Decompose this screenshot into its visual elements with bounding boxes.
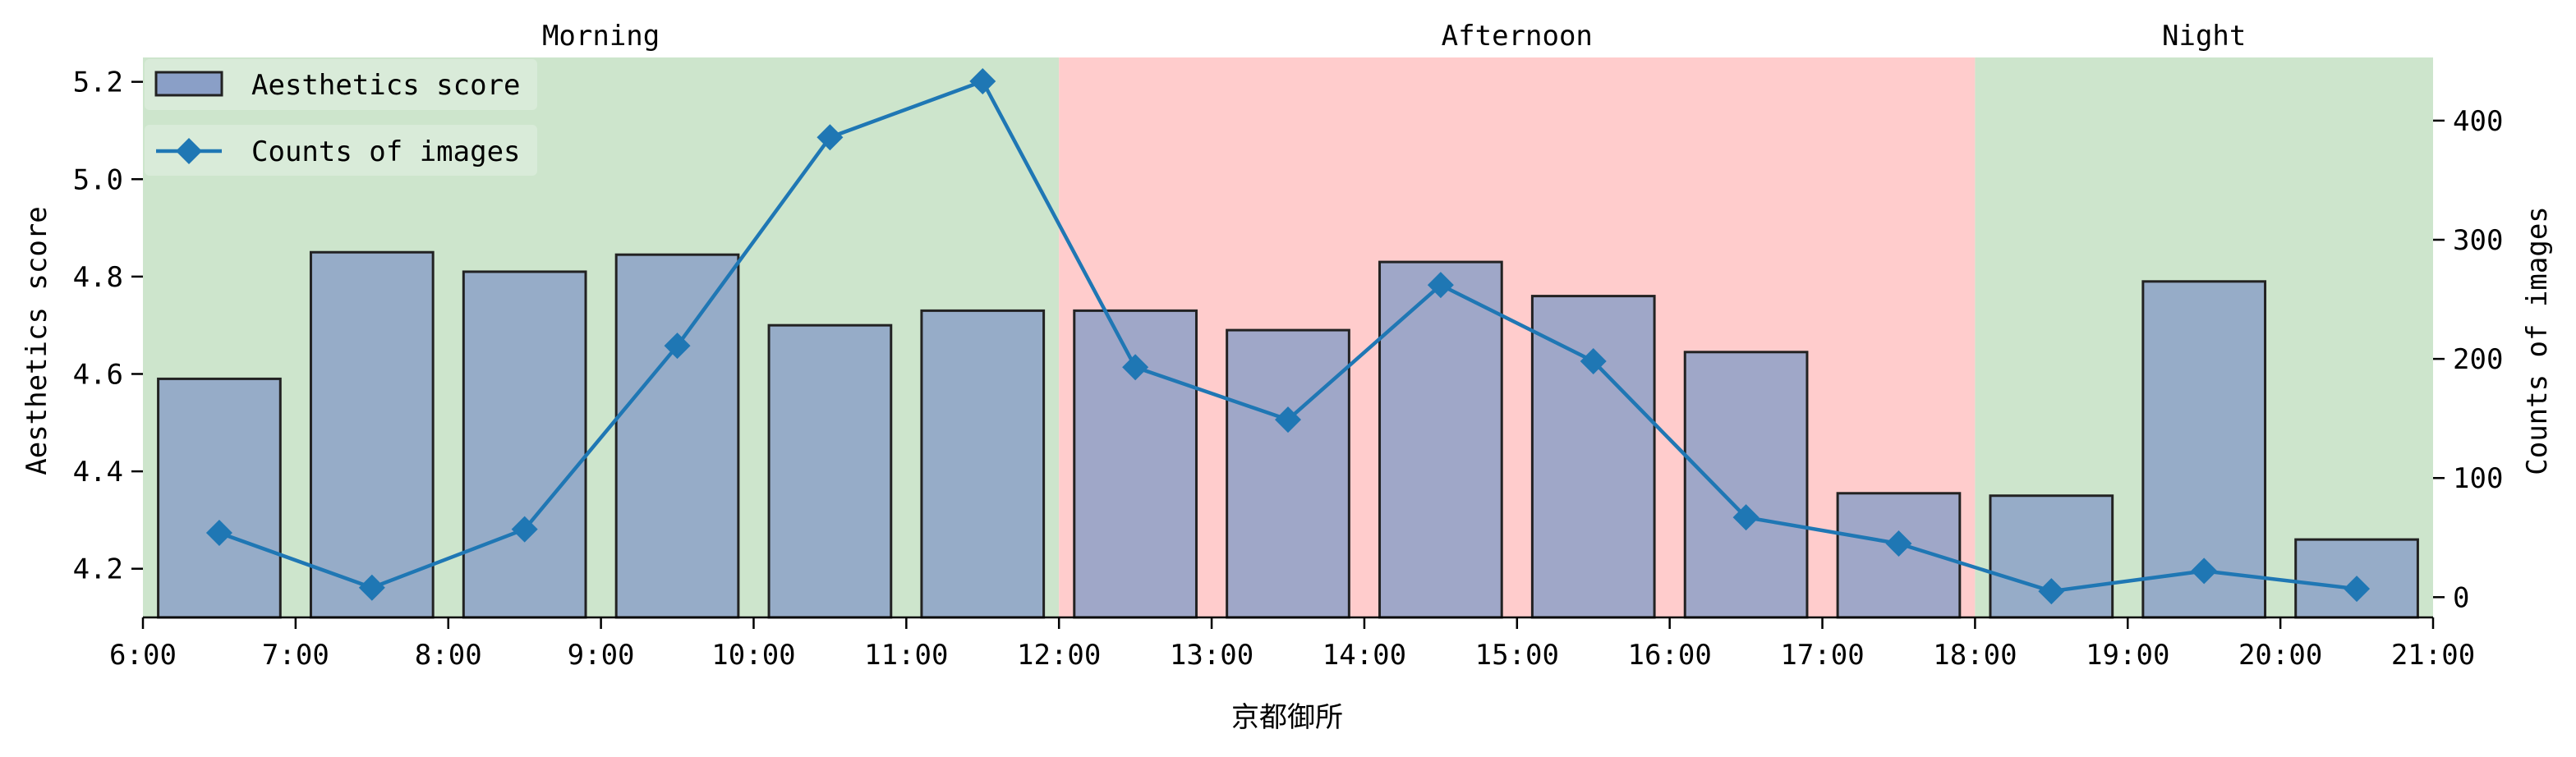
bar-0 xyxy=(157,377,282,619)
x-tick-label-0: 6:00 xyxy=(109,639,177,672)
legend-label-bars: Aesthetics score xyxy=(251,69,521,102)
bar-2 xyxy=(462,270,587,619)
x-tick-label-1: 7:00 xyxy=(262,639,329,672)
x-tick-label-12: 18:00 xyxy=(1933,639,2017,672)
bar-8 xyxy=(1378,260,1503,619)
y-left-tick-label-1: 4.4 xyxy=(73,456,123,489)
counts-marker-9 xyxy=(1580,348,1607,375)
y-left-tick-label-3: 4.8 xyxy=(73,261,123,294)
y-right-tick-label-4: 400 xyxy=(2453,105,2503,138)
period-label-morning: Morning xyxy=(542,20,660,53)
period-bands xyxy=(143,57,2433,617)
bar-3 xyxy=(614,253,740,619)
x-tick-label-6: 12:00 xyxy=(1017,639,1101,672)
legend-box-bars xyxy=(145,59,537,110)
period-label-night: Night xyxy=(2162,20,2246,53)
legend-label-line: Counts of images xyxy=(251,135,521,168)
counts-marker-1 xyxy=(358,574,385,601)
period-label-afternoon: Afternoon xyxy=(1442,20,1593,53)
bar-1 xyxy=(309,250,435,619)
x-tick-label-2: 8:00 xyxy=(415,639,482,672)
x-tick-label-8: 14:00 xyxy=(1322,639,1406,672)
x-tick-label-5: 11:00 xyxy=(864,639,948,672)
counts-marker-7 xyxy=(1275,406,1301,434)
bar-9 xyxy=(1530,295,1656,619)
counts-marker-0 xyxy=(205,519,232,546)
counts-marker-14 xyxy=(2344,576,2371,603)
counts-marker-4 xyxy=(816,124,844,151)
counts-marker-12 xyxy=(2038,578,2065,605)
line-series xyxy=(205,68,2371,605)
period-labels: Morning Afternoon Night xyxy=(542,20,2246,53)
legend: Aesthetics score Counts of images xyxy=(145,59,537,176)
counts-marker-2 xyxy=(511,516,538,543)
x-tick-label-7: 13:00 xyxy=(1170,639,1254,672)
legend-swatch-marker xyxy=(176,138,202,164)
counts-marker-13 xyxy=(2191,557,2218,585)
y-left-tick-label-4: 5.0 xyxy=(73,163,123,196)
legend-swatch-bars xyxy=(154,71,223,97)
x-tick-label-13: 19:00 xyxy=(2086,639,2169,672)
counts-marker-6 xyxy=(1122,354,1149,381)
counts-marker-5 xyxy=(969,68,996,95)
x-tick-label-10: 16:00 xyxy=(1627,639,1711,672)
x-tick-label-14: 20:00 xyxy=(2238,639,2322,672)
axes: 6:00 7:00 8:00 9:00 10:00 11:00 12:00 13:00 14:0… xyxy=(73,67,2504,672)
x-tick-label-15: 21:00 xyxy=(2391,639,2475,672)
x-tick-label-3: 9:00 xyxy=(568,639,635,672)
bar-10 xyxy=(1683,351,1809,619)
counts-marker-8 xyxy=(1427,272,1454,299)
y-axis-label-right: Counts of images xyxy=(2521,206,2554,475)
counts-marker-10 xyxy=(1732,504,1760,531)
x-axis-label: 京都御所 xyxy=(1231,701,1343,734)
x-tick-label-4: 10:00 xyxy=(711,639,795,672)
bar-5 xyxy=(920,309,1046,619)
x-tick-label-11: 17:00 xyxy=(1780,639,1864,672)
x-tick-label-9: 15:00 xyxy=(1475,639,1559,672)
y-left-tick-label-2: 4.6 xyxy=(73,358,123,391)
y-left-tick-label-0: 4.2 xyxy=(73,553,123,586)
bar-7 xyxy=(1226,328,1350,619)
counts-marker-3 xyxy=(664,333,691,360)
y-axis-label-left: Aesthetics score xyxy=(21,206,53,475)
counts-marker-11 xyxy=(1885,530,1912,557)
y-right-tick-label-3: 300 xyxy=(2453,224,2503,257)
bar-series xyxy=(157,250,2419,619)
y-right-tick-label-2: 200 xyxy=(2453,343,2503,376)
y-right-tick-label-0: 0 xyxy=(2453,581,2469,614)
y-left-tick-label-5: 5.2 xyxy=(73,67,123,99)
y-right-tick-label-1: 100 xyxy=(2453,462,2503,495)
period-band-morning xyxy=(143,57,1060,617)
period-band-afternoon xyxy=(1059,57,1976,617)
legend-box-line xyxy=(145,125,537,176)
bar-4 xyxy=(767,323,893,619)
